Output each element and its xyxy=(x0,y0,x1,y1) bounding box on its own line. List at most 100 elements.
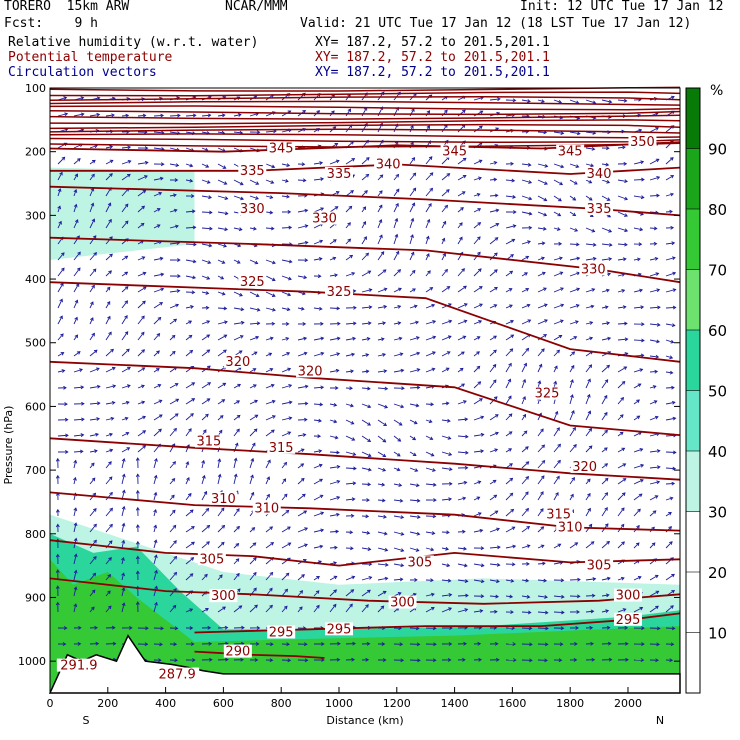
circulation-vector xyxy=(297,574,305,581)
circulation-vector xyxy=(121,271,129,277)
circulation-vector xyxy=(217,163,227,169)
circulation-vector xyxy=(345,657,355,662)
theta-label-bg xyxy=(628,135,657,149)
circulation-vector xyxy=(409,467,419,472)
circulation-vector xyxy=(89,159,96,165)
circulation-vector xyxy=(135,524,140,533)
circulation-vector xyxy=(233,414,241,421)
circulation-vector xyxy=(649,626,661,631)
circulation-vector xyxy=(553,594,565,599)
x-tick-label: 600 xyxy=(213,697,234,710)
circulation-vector xyxy=(505,288,513,293)
theta-label-bg xyxy=(613,588,642,602)
circulation-vector xyxy=(137,271,147,277)
circulation-vector xyxy=(313,642,325,646)
circulation-vector xyxy=(537,163,549,168)
circulation-vector xyxy=(361,337,371,341)
circulation-vector xyxy=(265,368,274,373)
circulation-vector xyxy=(393,658,405,663)
circulation-vector xyxy=(489,414,499,421)
circulation-vector xyxy=(537,428,544,437)
circulation-vector xyxy=(489,161,498,165)
circulation-vector xyxy=(425,172,434,181)
circulation-vector xyxy=(329,641,341,646)
circulation-vector xyxy=(569,477,575,485)
circulation-vector xyxy=(425,451,435,457)
circulation-vector xyxy=(217,473,222,485)
circulation-vector xyxy=(569,658,578,662)
circulation-vector xyxy=(281,384,293,389)
circulation-vector xyxy=(201,113,212,118)
circulation-vector xyxy=(105,286,111,293)
circulation-vector xyxy=(425,351,436,357)
circulation-vector xyxy=(313,590,320,597)
circulation-vector xyxy=(521,255,530,261)
circulation-vector xyxy=(457,465,469,470)
circulation-vector xyxy=(473,432,485,437)
x-tick-label: 1200 xyxy=(383,697,411,710)
circulation-vector xyxy=(185,492,192,501)
circulation-vector xyxy=(135,489,140,501)
circulation-vector xyxy=(217,195,229,200)
circulation-vector xyxy=(57,171,63,181)
circulation-vector xyxy=(409,187,417,197)
theta-label: 345 xyxy=(558,145,583,160)
circulation-vector xyxy=(473,579,485,584)
circulation-vector xyxy=(57,112,69,117)
circulation-vector xyxy=(665,605,674,613)
circulation-vector xyxy=(329,464,341,469)
x-tick-label: 800 xyxy=(271,697,292,710)
circulation-vector xyxy=(377,514,387,519)
circulation-vector xyxy=(249,226,257,231)
circulation-vector xyxy=(153,554,158,565)
circulation-vector xyxy=(345,513,355,518)
circulation-vector xyxy=(585,507,591,517)
circulation-vector xyxy=(505,642,517,646)
circulation-vector xyxy=(329,575,338,581)
circulation-vector xyxy=(521,461,530,469)
circulation-vector xyxy=(153,601,158,613)
circulation-vector xyxy=(537,287,547,293)
circulation-vector xyxy=(55,474,60,485)
circulation-vector xyxy=(329,368,340,373)
circulation-vector xyxy=(153,350,160,357)
circulation-vector xyxy=(265,571,274,581)
circulation-vector xyxy=(521,594,531,599)
circulation-vector xyxy=(361,305,373,310)
theta-label-bg xyxy=(324,284,353,298)
circulation-vector xyxy=(585,146,596,151)
circulation-vector xyxy=(361,236,367,245)
circulation-vector xyxy=(441,607,453,613)
circulation-vector xyxy=(297,178,307,183)
circulation-vector xyxy=(201,275,211,280)
circulation-vector xyxy=(569,304,580,309)
circulation-vector xyxy=(265,352,273,357)
circulation-vector xyxy=(633,368,644,373)
circulation-vector xyxy=(441,319,453,325)
circulation-vector xyxy=(633,227,644,232)
circulation-vector xyxy=(73,625,82,630)
circulation-vector xyxy=(89,301,94,309)
circulation-vector xyxy=(169,289,181,293)
theta-label: 340 xyxy=(376,157,401,172)
circulation-vector xyxy=(281,367,292,373)
circulation-vector xyxy=(409,547,420,552)
circulation-vector xyxy=(89,606,95,613)
circulation-vector xyxy=(361,190,368,197)
humidity-fill-layer xyxy=(50,167,680,693)
circulation-vector xyxy=(537,99,545,103)
circulation-vector xyxy=(105,573,112,581)
theta-contour-upper xyxy=(49,133,681,139)
circulation-vector xyxy=(665,256,676,261)
circulation-vector xyxy=(329,589,337,597)
circulation-vector xyxy=(473,159,483,165)
circulation-vector xyxy=(425,435,434,441)
theta-label: 300 xyxy=(616,589,641,604)
circulation-vector xyxy=(329,529,340,534)
theta-label: 330 xyxy=(240,202,265,217)
circulation-vector xyxy=(393,592,402,597)
circulation-vector xyxy=(169,461,177,469)
circulation-vector xyxy=(185,113,197,118)
circulation-vector xyxy=(137,400,146,405)
circulation-vector xyxy=(281,275,292,281)
